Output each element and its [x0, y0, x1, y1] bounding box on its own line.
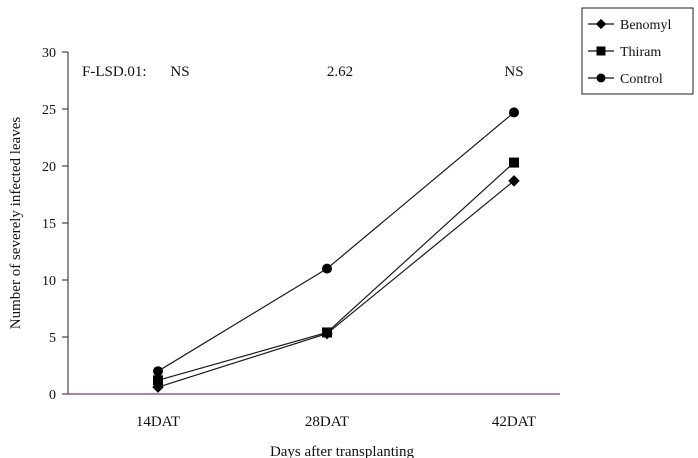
y-tick-label: 25 — [42, 103, 56, 118]
axes — [67, 52, 560, 395]
series-line-control — [157, 111, 515, 372]
annotation-label: F-LSD.01: — [82, 64, 147, 80]
x-ticks: 14DAT 28DAT 42DAT — [136, 414, 536, 430]
series-line-thiram — [157, 162, 515, 381]
legend-marker-thiram — [596, 46, 606, 56]
legend-marker-control — [596, 73, 606, 83]
series-thiram — [153, 157, 519, 386]
annotation-value: NS — [170, 64, 189, 80]
legend-item-benomyl: Benomyl — [588, 18, 671, 33]
legend-label: Benomyl — [620, 18, 671, 33]
legend-marker-benomyl — [595, 18, 607, 30]
y-tick-label: 20 — [42, 160, 56, 175]
legend-label: Thiram — [620, 45, 661, 60]
data-point-thiram — [322, 327, 332, 338]
x-tick-label: 14DAT — [136, 414, 180, 430]
data-point-thiram — [153, 375, 163, 386]
data-point-control — [153, 366, 163, 377]
legend-item-control: Control — [588, 72, 663, 87]
x-axis-label: Days after transplanting — [270, 444, 415, 458]
legend: Benomyl Thiram Control — [581, 7, 694, 95]
y-tick-label: 5 — [49, 331, 56, 346]
data-point-control — [322, 263, 332, 274]
y-tick-label: 10 — [42, 274, 56, 289]
legend-label: Control — [620, 72, 663, 87]
data-point-thiram — [509, 157, 519, 168]
y-tick-label: 15 — [42, 217, 56, 232]
annotation-value: 2.62 — [327, 64, 353, 80]
x-tick-label: 42DAT — [492, 414, 536, 430]
y-tick-label: 30 — [42, 46, 56, 61]
series-layer — [152, 107, 520, 393]
data-point-control — [509, 107, 519, 118]
y-ticks: 0 5 10 15 20 25 30 — [42, 46, 68, 403]
legend-item-thiram: Thiram — [588, 45, 661, 60]
legend-items: Benomyl Thiram Control — [588, 18, 671, 87]
annotation-value: NS — [504, 64, 523, 80]
x-tick-label: 28DAT — [305, 414, 349, 430]
data-point-benomyl — [508, 175, 520, 187]
y-tick-label: 0 — [49, 388, 56, 403]
series-control — [153, 107, 519, 377]
y-axis-label: Number of severely infected leaves — [8, 117, 24, 330]
annotation-values: NS 2.62 NS — [170, 64, 523, 80]
